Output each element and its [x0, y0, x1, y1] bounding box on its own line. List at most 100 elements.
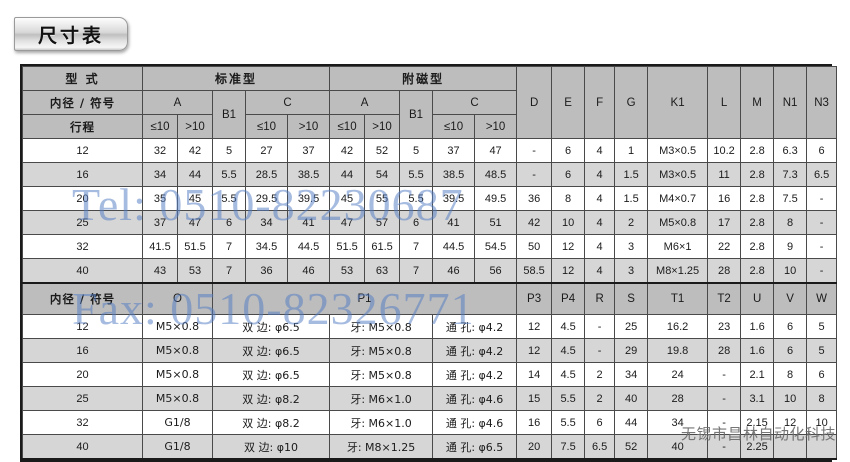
header-bore-symbol-label: 内径 / 符号	[22, 90, 143, 115]
table1-header-row-3: 行程 ≤10 >10 ≤10 >10 ≤10 >10 ≤10 >10	[22, 114, 837, 139]
cell-P1-thread: 牙: M5×0.8	[329, 314, 434, 339]
cell-size: 40	[22, 258, 143, 284]
cell-std-C-le10: 34	[245, 210, 288, 235]
cell-N3: -	[806, 258, 838, 284]
table-row: 12 32 42 5 27 37 42 52 5 37 47 - 6 4 1 M…	[22, 138, 838, 163]
cell-std-A-le10: 41.5	[142, 234, 178, 259]
cell-E: 12	[551, 234, 586, 259]
cell-N1: 9	[773, 234, 808, 259]
cell-R: 2	[584, 362, 616, 387]
cell-G: 2	[614, 210, 649, 235]
cell-size: 40	[22, 434, 143, 460]
cell-P4: 7.5	[551, 434, 586, 460]
cell-U: 2.15	[740, 410, 775, 435]
cell-V: 6	[773, 314, 808, 339]
cell-size: 20	[22, 362, 143, 387]
cell-D: 36	[516, 186, 553, 211]
cell-std-C-gt10: 39.5	[286, 186, 331, 211]
header-std-C: C	[244, 90, 331, 115]
cell-T2: -	[707, 434, 742, 460]
header2-col-P1: P1	[211, 282, 518, 315]
cell-P1-through-hole: 通 孔: φ4.2	[432, 314, 518, 339]
cell-P1-double-side: 双 边: φ8.2	[211, 386, 331, 411]
cell-G: 1.5	[614, 162, 649, 187]
cell-N1: 7.5	[773, 186, 808, 211]
cell-S: 29	[614, 338, 649, 363]
cell-D: 58.5	[516, 258, 553, 284]
cell-W	[806, 434, 838, 460]
cell-std-A-le10: 35	[142, 186, 178, 211]
cell-mag-A-gt10: 63	[364, 258, 401, 284]
cell-std-A-gt10: 47	[177, 210, 213, 235]
table-row: 32 41.5 51.5 7 34.5 44.5 51.5 61.5 7 44.…	[22, 234, 838, 259]
cell-P1-double-side: 双 边: φ10	[211, 434, 331, 460]
cell-K1: M6×1	[647, 234, 709, 259]
header-mag-C-le10: ≤10	[432, 114, 476, 139]
cell-std-B1: 5.5	[212, 186, 246, 211]
header-group-standard: 标准型	[141, 66, 331, 91]
cell-std-B1: 6	[212, 210, 246, 235]
cell-mag-C-le10: 41	[432, 210, 476, 235]
cell-F: 4	[584, 162, 616, 187]
cell-mag-C-le10: 37	[432, 138, 476, 163]
header-col-E: E	[551, 66, 586, 139]
cell-mag-A-le10: 53	[329, 258, 366, 284]
page-title-badge: 尺寸表	[14, 17, 128, 51]
table-row: 20 M5×0.8 双 边: φ6.5 牙: M5×0.8 通 孔: φ4.2 …	[22, 362, 838, 387]
cell-U: 3.1	[740, 386, 775, 411]
cell-L: 10.2	[707, 138, 742, 163]
cell-P1-through-hole: 通 孔: φ4.2	[432, 362, 518, 387]
header-mag-A-le10: ≤10	[329, 114, 366, 139]
header-group-magnetic: 附磁型	[329, 66, 518, 91]
cell-std-B1: 7	[212, 258, 246, 284]
cell-mag-B1: 6	[399, 210, 434, 235]
cell-L: 11	[707, 162, 742, 187]
cell-U: 2.1	[740, 362, 775, 387]
cell-D: -	[516, 138, 553, 163]
table-row: 20 35 45 5.5 29.5 39.5 45 55 5.5 39.5 49…	[22, 186, 838, 211]
cell-V: 10	[773, 386, 808, 411]
cell-E: 10	[551, 210, 586, 235]
cell-K1: M3×0.5	[647, 138, 709, 163]
header-col-L: L	[707, 66, 742, 139]
table-row: 25 37 47 6 34 41 47 57 6 41 51 42 10 4 2…	[22, 210, 838, 235]
cell-mag-A-gt10: 52	[364, 138, 401, 163]
cell-O: M5×0.8	[142, 362, 213, 387]
cell-O: M5×0.8	[142, 386, 213, 411]
cell-N3: -	[806, 234, 838, 259]
header-col-K1: K1	[647, 66, 709, 139]
header2-col-R: R	[584, 282, 616, 315]
header-col-G: G	[614, 66, 649, 139]
header2-col-P4: P4	[551, 282, 586, 315]
cell-T1: 28	[647, 386, 709, 411]
cell-size: 20	[22, 186, 143, 211]
cell-S: 25	[614, 314, 649, 339]
cell-D: 50	[516, 234, 553, 259]
header-std-C-le10: ≤10	[245, 114, 288, 139]
dimension-table-container: 型 式 标准型 附磁型 D E F G K1 L M N1 N3 内径 / 符号…	[20, 64, 838, 462]
header-std-A-le10: ≤10	[142, 114, 178, 139]
cell-K1: M4×0.7	[647, 186, 709, 211]
cell-N3: -	[806, 210, 838, 235]
cell-V: 8	[773, 362, 808, 387]
cell-R: 6.5	[584, 434, 616, 460]
header-col-N3: N3	[806, 66, 838, 139]
cell-S: 44	[614, 410, 649, 435]
cell-W: 10	[806, 410, 838, 435]
cell-mag-B1: 5.5	[399, 186, 434, 211]
cell-N3: -	[806, 186, 838, 211]
table-row: 12 M5×0.8 双 边: φ6.5 牙: M5×0.8 通 孔: φ4.2 …	[22, 314, 838, 339]
header-std-A: A	[142, 90, 213, 115]
cell-G: 1.5	[614, 186, 649, 211]
cell-mag-C-gt10: 49.5	[474, 186, 518, 211]
cell-N1: 8	[773, 210, 808, 235]
cell-std-A-le10: 37	[142, 210, 178, 235]
cell-P3: 20	[516, 434, 553, 460]
cell-P1-thread: 牙: M8×1.25	[329, 434, 434, 460]
cell-mag-C-gt10: 48.5	[474, 162, 518, 187]
header-mag-C-gt10: >10	[474, 114, 518, 139]
cell-N1: 7.3	[773, 162, 808, 187]
cell-mag-A-gt10: 55	[364, 186, 401, 211]
cell-P1-thread: 牙: M6×1.0	[329, 386, 434, 411]
cell-R: 6	[584, 410, 616, 435]
